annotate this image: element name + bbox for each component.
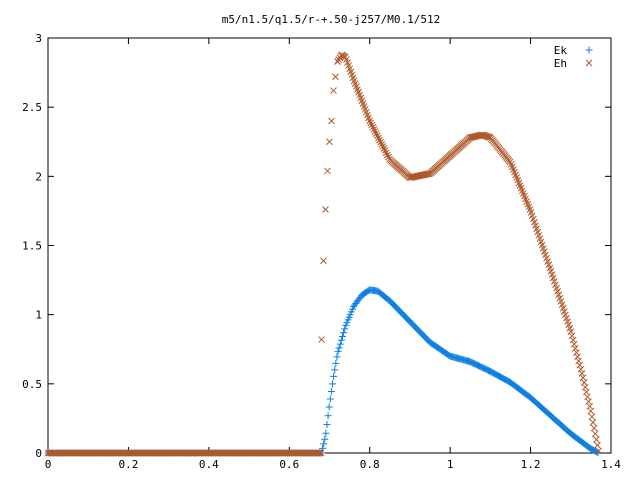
eh-point [587, 407, 595, 415]
eh-point [369, 123, 377, 131]
eh-point [317, 449, 325, 457]
eh-point [316, 449, 324, 457]
y-tick-label: 2 [35, 170, 42, 183]
x-tick-label: 0.4 [199, 458, 219, 471]
eh-point [376, 136, 383, 144]
eh-point [575, 357, 582, 365]
eh-point [380, 145, 388, 152]
y-tick-label: 1 [35, 309, 42, 322]
x-tick-label: 0.6 [279, 458, 299, 471]
ek-point [320, 440, 328, 448]
eh-point [371, 128, 379, 135]
eh-point [594, 441, 601, 449]
eh-point [314, 449, 322, 457]
eh-point [574, 353, 581, 361]
y-tick-label: 2.5 [22, 101, 42, 114]
eh-point [332, 73, 339, 81]
ek-point [324, 412, 332, 420]
data-points [44, 51, 602, 457]
y-tick-label: 3 [35, 32, 42, 45]
ek-point [322, 429, 330, 437]
ek-point [325, 403, 333, 411]
eh-point [367, 119, 375, 127]
x-tick-label: 0.8 [360, 458, 380, 471]
ek-point [336, 340, 344, 348]
eh-point [322, 206, 329, 213]
ek-point [327, 387, 335, 395]
y-axis: 0 0.5 1 1.5 2 2.5 3 [22, 32, 611, 460]
eh-point [372, 130, 380, 137]
series-eh [44, 51, 602, 457]
eh-point [570, 340, 578, 348]
ek-point [338, 332, 346, 340]
eh-point [595, 447, 602, 455]
eh-point [578, 370, 586, 377]
eh-point [375, 134, 382, 142]
eh-point [383, 151, 391, 159]
eh-point [484, 133, 492, 141]
eh-point [326, 138, 333, 146]
eh-point [379, 143, 387, 150]
eh-point [328, 117, 335, 125]
legend-marker-cross [585, 59, 593, 67]
ek-point [326, 395, 334, 403]
eh-point [567, 328, 575, 336]
legend-label: Ek [554, 44, 568, 57]
y-tick-label: 0.5 [22, 378, 42, 391]
ek-point [341, 325, 349, 333]
eh-point [330, 87, 337, 94]
eh-point [589, 419, 597, 426]
eh-point [573, 349, 580, 356]
ek-point [323, 420, 331, 428]
plot-border [47, 37, 612, 454]
legend-marker-plus [585, 46, 593, 54]
chart-title: m5/n1.5/q1.5/r-+.50-j257/M0.1/512 [222, 13, 441, 26]
eh-point [382, 149, 390, 157]
eh-point [571, 345, 579, 352]
eh-point [334, 58, 341, 65]
ek-point [335, 344, 343, 352]
ek-point [337, 336, 345, 344]
eh-point [320, 257, 327, 265]
eh-point [374, 132, 381, 140]
eh-point [591, 430, 599, 438]
y-tick-label: 1.5 [22, 240, 42, 253]
eh-point [318, 336, 325, 343]
ek-point [334, 348, 342, 356]
eh-point [424, 170, 432, 178]
ek-point [329, 380, 337, 388]
series-ek [44, 286, 602, 457]
ek-point [321, 435, 329, 443]
ek-point [330, 372, 338, 380]
ek-point [332, 359, 340, 367]
eh-point [590, 424, 598, 432]
eh-point [381, 147, 389, 154]
x-tick-label: 0 [45, 458, 52, 471]
ek-point [333, 353, 341, 361]
eh-point [588, 413, 596, 421]
eh-point [385, 153, 392, 161]
legend-label: Eh [554, 57, 567, 70]
eh-point [592, 436, 600, 443]
eh-point [370, 125, 378, 133]
eh-point [378, 140, 386, 148]
x-tick-label: 1.4 [601, 458, 621, 471]
ek-point [340, 329, 348, 337]
x-tick-label: 1.2 [521, 458, 541, 471]
eh-point [368, 121, 376, 129]
ek-point [331, 366, 339, 374]
eh-point [576, 361, 584, 369]
x-tick-label: 1 [447, 458, 454, 471]
eh-point [569, 336, 577, 344]
eh-point [568, 332, 576, 340]
eh-point [324, 167, 331, 175]
x-axis: 0 0.2 0.4 0.6 0.8 1 1.2 1.4 [45, 38, 621, 471]
eh-point [377, 138, 385, 146]
y-tick-label: 0 [35, 447, 42, 460]
eh-point [577, 365, 585, 373]
x-tick-label: 0.2 [118, 458, 138, 471]
